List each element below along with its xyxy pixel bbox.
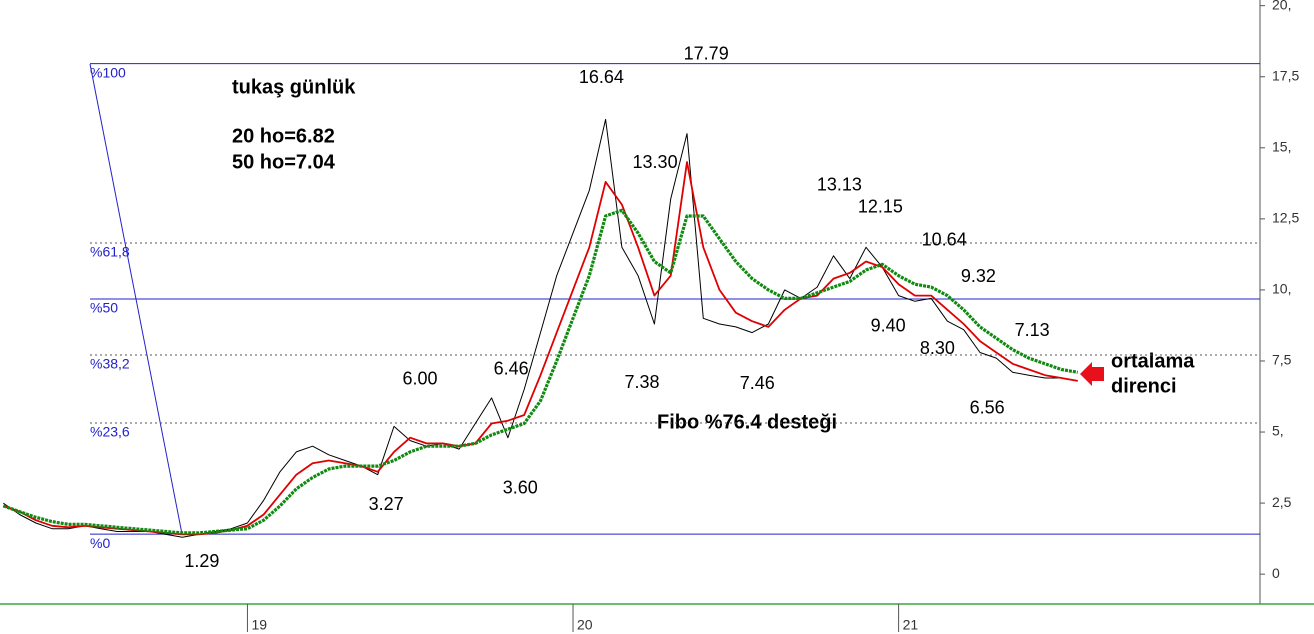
annotation: ortalama: [1111, 350, 1195, 372]
price-label: 8.30: [920, 338, 955, 358]
price-label: 6.00: [402, 368, 437, 388]
price-label: 6.46: [494, 358, 529, 378]
price-label: 3.60: [503, 478, 538, 498]
x-tick-label: 21: [903, 617, 919, 633]
fib-label: %61,8: [90, 244, 130, 260]
y-tick-label: 7,5: [1272, 352, 1292, 368]
y-tick-label: 10,: [1272, 281, 1291, 297]
price-label: 3.27: [369, 494, 404, 514]
y-tick-label: 15,: [1272, 139, 1291, 155]
fib-label: %50: [90, 300, 118, 316]
y-tick-label: 20,: [1272, 0, 1291, 12]
series-line: [3, 118, 1078, 538]
series-line: [2, 208, 1078, 535]
fib-label: %0: [90, 535, 110, 551]
price-label: 9.40: [871, 316, 906, 336]
subtitle: 50 ho=7.04: [232, 151, 336, 173]
arrow: [1080, 362, 1104, 386]
subtitle: 20 ho=6.82: [232, 125, 335, 147]
price-label: 6.56: [970, 397, 1005, 417]
price-label: 17.79: [684, 43, 729, 63]
fib-label: %100: [90, 64, 126, 80]
annotation: direnci: [1111, 375, 1177, 397]
price-label: 7.13: [1015, 320, 1050, 340]
series-line: [3, 161, 1078, 536]
y-tick-label: 12,5: [1272, 210, 1299, 226]
price-label: 13.13: [817, 175, 862, 195]
price-label: 13.30: [633, 152, 678, 172]
x-tick-label: 20: [577, 617, 593, 633]
chart-title: tukaş günlük: [232, 76, 356, 98]
price-label: 9.32: [961, 266, 996, 286]
price-label: 1.29: [184, 551, 219, 571]
price-label: 7.38: [625, 372, 660, 392]
x-tick-label: 19: [251, 617, 267, 633]
y-tick-label: 0: [1272, 565, 1280, 581]
price-label: 16.64: [579, 67, 624, 87]
fib-label: %23,6: [90, 424, 130, 440]
annotation: Fibo %76.4 desteği: [657, 411, 837, 433]
y-tick-label: 17,5: [1272, 67, 1299, 83]
price-label: 12.15: [858, 197, 903, 217]
price-label: 7.46: [740, 373, 775, 393]
price-label: 10.64: [922, 229, 967, 249]
y-tick-label: 2,5: [1272, 494, 1292, 510]
fib-label: %38,2: [90, 356, 130, 372]
y-tick-label: 5,: [1272, 423, 1284, 439]
